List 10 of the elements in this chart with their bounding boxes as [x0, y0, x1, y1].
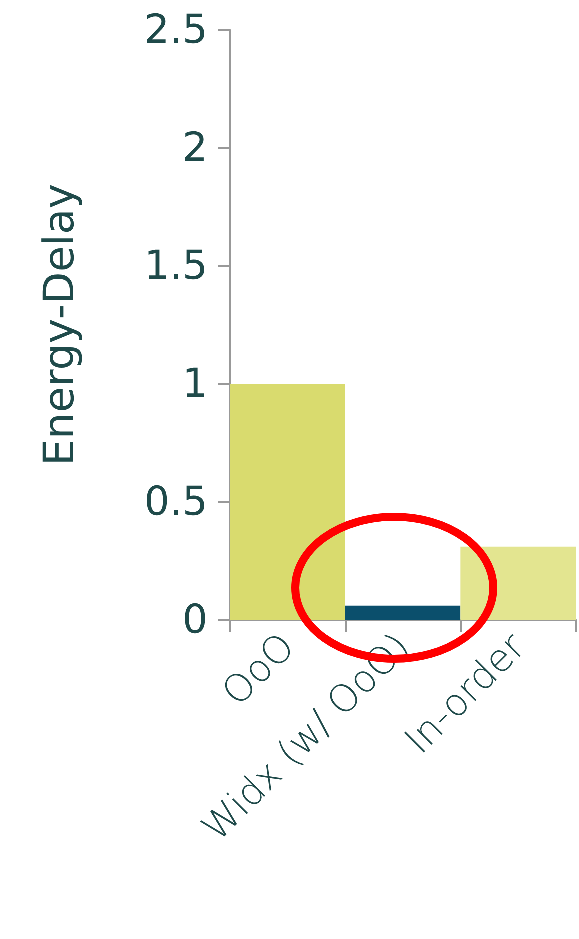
y-axis-title: Energy-Delay [34, 184, 84, 466]
y-tick-label: 1.5 [144, 243, 208, 289]
bar [345, 606, 461, 620]
bar [460, 546, 576, 620]
y-tick-label: 0 [182, 597, 208, 643]
y-tick-label: 2 [182, 125, 208, 171]
y-tick-label: 0.5 [144, 479, 208, 525]
bar [230, 384, 346, 620]
y-tick-label: 1 [182, 361, 208, 407]
y-tick-label: 2.5 [144, 7, 208, 53]
